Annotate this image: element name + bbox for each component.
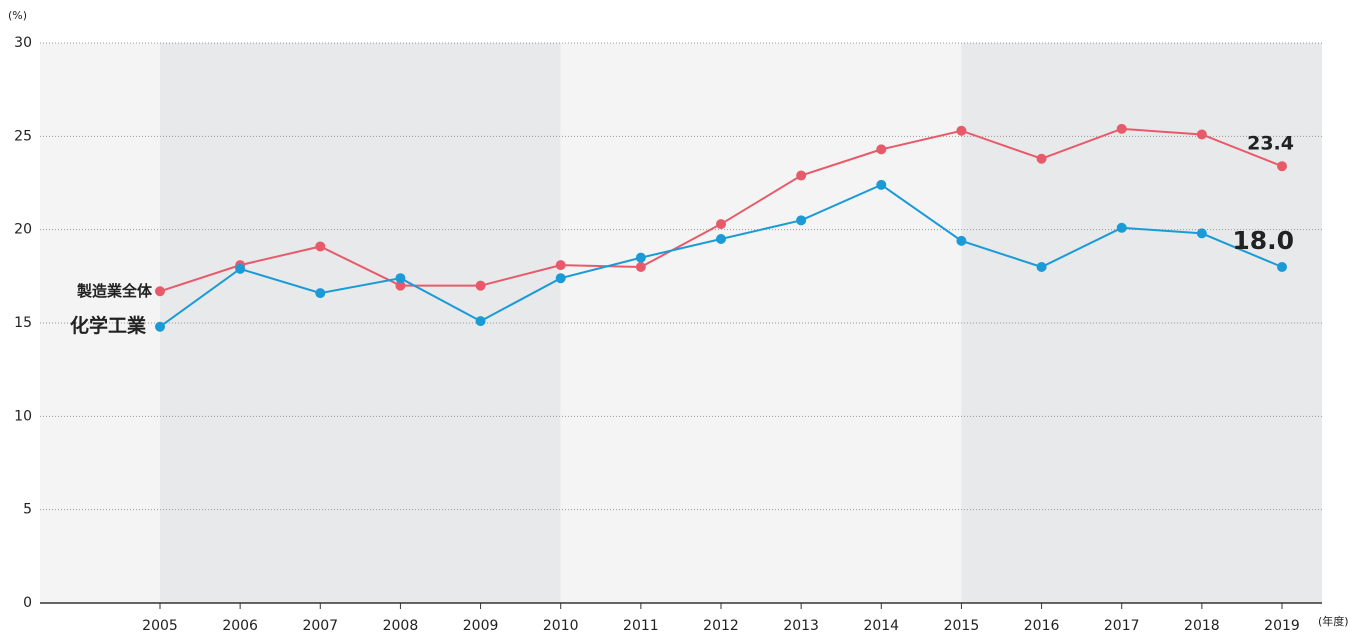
y-tick-label: 20 bbox=[14, 222, 32, 238]
x-tick-label: 2017 bbox=[1104, 618, 1140, 634]
data-point bbox=[155, 321, 165, 332]
x-tick-label: 2014 bbox=[863, 618, 899, 634]
x-tick-label: 2015 bbox=[944, 618, 980, 634]
data-point bbox=[635, 252, 646, 263]
data-point bbox=[956, 235, 967, 246]
y-tick-label: 25 bbox=[14, 128, 32, 144]
data-point bbox=[395, 280, 406, 291]
data-point bbox=[716, 234, 726, 244]
data-point bbox=[395, 273, 406, 284]
data-point bbox=[1116, 123, 1127, 134]
y-tick-label: 15 bbox=[14, 315, 32, 331]
data-point bbox=[475, 316, 486, 327]
x-tick-label: 2011 bbox=[623, 618, 659, 634]
x-tick-label: 2018 bbox=[1184, 618, 1220, 634]
y-tick-label: 0 bbox=[23, 595, 32, 611]
value-label: 23.4 bbox=[1247, 133, 1294, 155]
data-point bbox=[1277, 161, 1287, 172]
y-tick-label: 30 bbox=[14, 35, 32, 51]
data-point bbox=[235, 263, 246, 274]
series-label: 製造業全体 bbox=[76, 282, 153, 300]
y-tick-label: 10 bbox=[14, 408, 32, 424]
x-tick-label: 2013 bbox=[783, 618, 819, 634]
x-tick-label: 2010 bbox=[543, 618, 579, 634]
data-point bbox=[1036, 262, 1047, 272]
data-point bbox=[555, 260, 566, 271]
data-point bbox=[796, 215, 807, 226]
data-point bbox=[1196, 129, 1207, 140]
y-unit: (%) bbox=[8, 9, 27, 22]
data-point bbox=[315, 288, 326, 299]
data-point bbox=[155, 286, 165, 297]
data-point bbox=[1116, 222, 1127, 233]
x-tick-label: 2007 bbox=[302, 618, 338, 634]
data-point bbox=[876, 144, 887, 155]
data-point bbox=[1036, 153, 1047, 164]
x-unit: (年度) bbox=[1318, 614, 1349, 628]
data-point bbox=[956, 125, 967, 136]
data-point bbox=[1196, 228, 1207, 239]
background-band bbox=[560, 43, 962, 603]
series-label: 化学工業 bbox=[70, 314, 147, 337]
data-point bbox=[635, 262, 646, 272]
x-tick-label: 2008 bbox=[383, 618, 419, 634]
x-tick-label: 2006 bbox=[222, 618, 258, 634]
value-label: 18.0 bbox=[1232, 226, 1294, 255]
data-point bbox=[555, 273, 566, 284]
data-point bbox=[315, 241, 326, 252]
data-point bbox=[475, 280, 486, 291]
x-tick-label: 2012 bbox=[703, 618, 739, 634]
data-point bbox=[796, 170, 807, 181]
data-point bbox=[716, 219, 726, 230]
data-point bbox=[1277, 262, 1287, 272]
x-tick-label: 2009 bbox=[463, 618, 499, 634]
x-tick-label: 2016 bbox=[1024, 618, 1060, 634]
x-tick-label: 2019 bbox=[1264, 618, 1300, 634]
x-tick-label: 2005 bbox=[142, 618, 178, 634]
y-tick-label: 5 bbox=[23, 502, 32, 518]
data-point bbox=[876, 179, 887, 190]
